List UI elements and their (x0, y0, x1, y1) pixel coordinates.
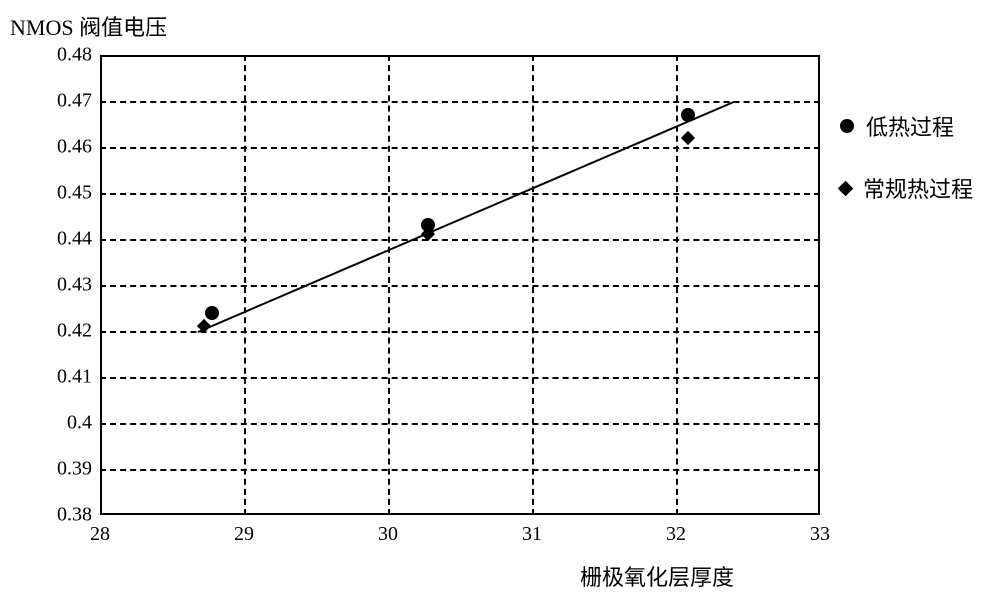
circle-icon (840, 119, 854, 133)
y-tick-label: 0.4 (40, 412, 92, 435)
x-tick-label: 28 (90, 523, 110, 546)
x-tick-label: 29 (234, 523, 254, 546)
y-tick-label: 0.47 (40, 90, 92, 113)
grid-horizontal (100, 285, 820, 287)
y-tick-label: 0.39 (40, 458, 92, 481)
y-tick-label: 0.45 (40, 182, 92, 205)
y-tick-label: 0.46 (40, 136, 92, 159)
y-tick-label: 0.42 (40, 320, 92, 343)
x-tick-label: 32 (666, 523, 686, 546)
y-tick-label: 0.38 (40, 504, 92, 527)
y-tick-label: 0.41 (40, 366, 92, 389)
chart-container: NMOS 阀值电压 栅极氧化层厚度 低热过程常规热过程 28 29 30 31 32 33… (0, 0, 1000, 598)
legend-item: 低热过程 (840, 110, 973, 142)
y-axis-title: NMOS 阀值电压 (10, 10, 167, 42)
data-point (205, 306, 219, 320)
x-tick-label: 30 (378, 523, 398, 546)
grid-horizontal (100, 331, 820, 333)
x-tick-label: 31 (522, 523, 542, 546)
x-axis-title: 栅极氧化层厚度 (580, 560, 734, 592)
diamond-icon (838, 180, 854, 196)
grid-horizontal (100, 469, 820, 471)
grid-horizontal (100, 423, 820, 425)
grid-horizontal (100, 239, 820, 241)
y-tick-label: 0.48 (40, 44, 92, 67)
legend: 低热过程常规热过程 (840, 110, 973, 234)
y-tick-label: 0.43 (40, 274, 92, 297)
x-tick-label: 33 (810, 523, 830, 546)
legend-item: 常规热过程 (840, 172, 973, 204)
y-tick-label: 0.44 (40, 228, 92, 251)
grid-horizontal (100, 377, 820, 379)
grid-horizontal (100, 193, 820, 195)
grid-horizontal (100, 101, 820, 103)
legend-label: 低热过程 (866, 110, 954, 142)
grid-horizontal (100, 147, 820, 149)
data-point (681, 108, 695, 122)
legend-label: 常规热过程 (863, 172, 973, 204)
